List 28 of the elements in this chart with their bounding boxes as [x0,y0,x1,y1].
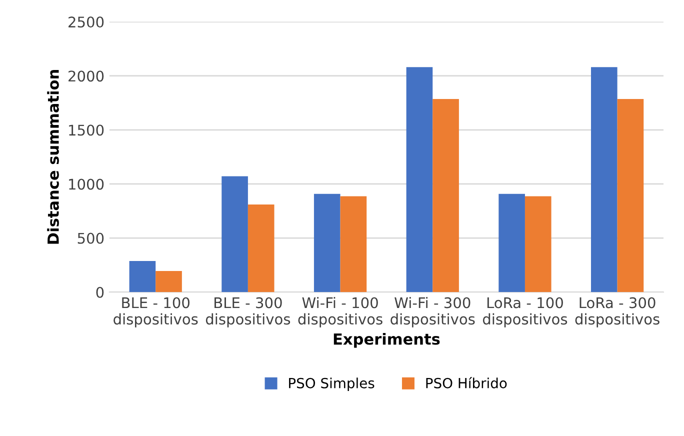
bar [314,194,340,292]
x-tick-label: LoRa - 300 dispositivos [575,297,660,328]
y-tick-label: 500 [78,232,104,244]
x-tick-label: BLE - 300 dispositivos [206,297,290,328]
bar [129,260,156,292]
y-tick-label: 1000 [69,178,104,190]
x-tick-label: Wi-Fi - 100 dispositivos [298,296,382,328]
y-tick-label: 1500 [69,124,104,136]
x-tick-label: Wi-Fi - 300 dispositivos [390,296,475,328]
legend-label: PSO Simples [289,378,374,392]
x-axis-title: Experiments [334,332,440,348]
y-tick-label: 0 [96,286,104,298]
bar [406,67,433,292]
bar [340,196,367,292]
x-tick-label: LoRa - 100 dispositivos [482,297,568,328]
bar [590,67,618,292]
legend-label: PSO Híbrido [426,377,507,388]
bar [524,196,552,292]
bar [498,194,525,292]
y-tick-label: 2500 [68,16,104,28]
bar [156,271,182,292]
bar [432,99,459,292]
bar [248,204,274,292]
bar [222,176,248,292]
y-tick-label: 2000 [68,70,104,82]
y-axis-title: Distance summation [47,70,59,244]
bar [617,99,644,292]
x-tick-label: BLE - 100 dispositivos [114,297,198,328]
